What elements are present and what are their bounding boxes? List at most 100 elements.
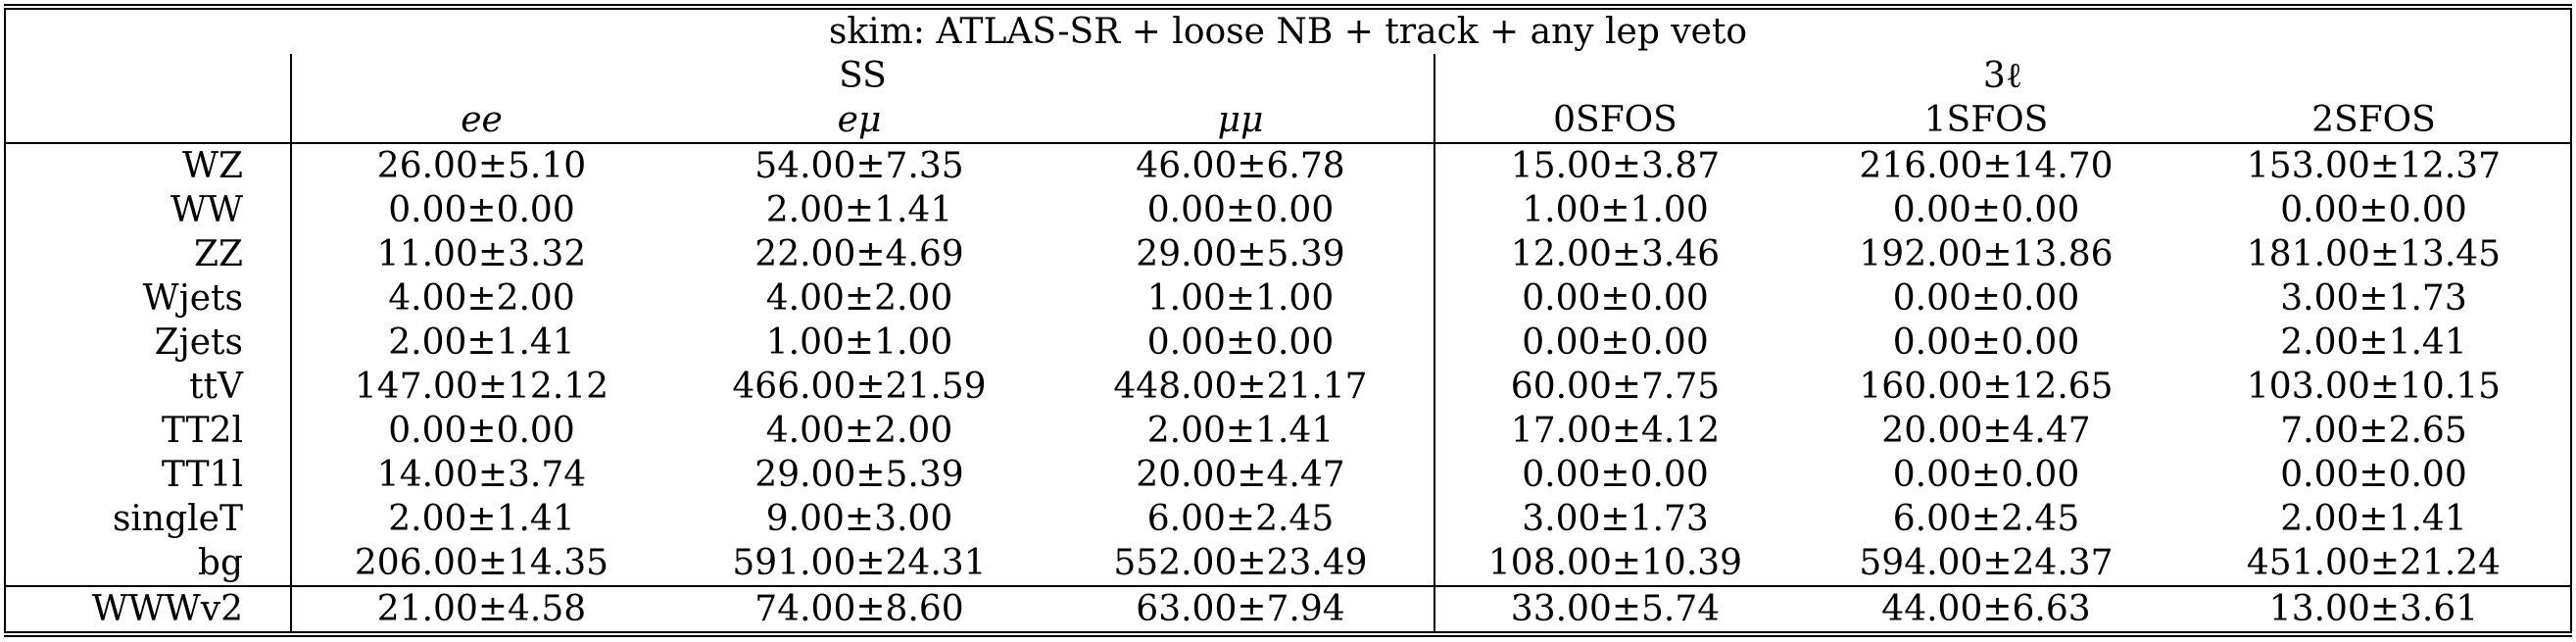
table-cell: 591.00±24.31: [732, 543, 987, 583]
table-cell: 33.00±5.74: [1434, 586, 1795, 634]
table-cell: 74.00±8.60: [754, 589, 964, 629]
table-cell: 153.00±12.37: [2177, 143, 2572, 188]
table-cell: 4.00±2.00: [765, 278, 953, 319]
table-cell: 216.00±14.70: [1859, 146, 2114, 186]
table-cell: 6.00±2.45: [1146, 499, 1335, 539]
table-cell: 147.00±12.12: [290, 365, 671, 409]
row-label: ttV: [4, 365, 291, 409]
table-cell: 108.00±10.39: [1434, 541, 1795, 586]
row-label: singleT: [4, 497, 291, 541]
table-row: TT2l 0.00±0.00 4.00±2.00 2.00±1.41 17.00±4.1…: [4, 409, 2572, 453]
table-cell: 206.00±14.35: [290, 541, 671, 586]
table-cell: 1.00±1.00: [1146, 278, 1335, 319]
table-cell: 0.00±0.00: [1146, 190, 1335, 230]
table-cell: 448.00±21.17: [1113, 367, 1368, 407]
table-cell: 7.00±2.65: [2177, 409, 2572, 453]
table-row: ttV 147.00±12.12 466.00±21.59 448.00±21.17 6…: [4, 365, 2572, 409]
table-row: WZ 26.00±5.10 54.00±7.35 46.00±6.78 15.00±3.…: [4, 143, 2572, 188]
table-cell: 594.00±24.37: [1859, 543, 2114, 583]
yield-table-container: skim: ATLAS-SR + loose NB + track + any …: [4, 4, 2572, 634]
table-cell: 0.00±0.00: [290, 409, 671, 453]
table-row: singleT 2.00±1.41 9.00±3.00 6.00±2.45 3.00±1…: [4, 497, 2572, 541]
group-3l: 3ℓ: [1434, 54, 2572, 98]
signal-row: WWWv2 21.00±4.58 74.00±8.60 63.00±7.94 3…: [4, 586, 2572, 634]
table-cell: 2.00±1.41: [765, 190, 953, 230]
table-cell: 0.00±0.00: [290, 188, 671, 232]
row-label: WW: [4, 188, 291, 232]
table-row: ZZ 11.00±3.32 22.00±4.69 29.00±5.39 12.00±3.…: [4, 232, 2572, 276]
table-cell: 0.00±0.00: [1892, 278, 2080, 319]
table-cell: 0.00±0.00: [2177, 453, 2572, 497]
table-cell: 46.00±6.78: [1136, 146, 1345, 186]
yield-table: skim: ATLAS-SR + loose NB + track + any …: [4, 4, 2572, 637]
table-cell: 181.00±13.45: [2177, 232, 2572, 276]
table-cell: 3.00±1.73: [1434, 497, 1795, 541]
table-cell: 11.00±3.32: [290, 232, 671, 276]
table-cell: 26.00±5.10: [290, 143, 671, 188]
col-header-2sfos: 2SFOS: [2177, 98, 2572, 143]
row-label: TT2l: [4, 409, 291, 453]
row-label: Wjets: [4, 276, 291, 321]
table-cell: 0.00±0.00: [1892, 322, 2080, 363]
table-cell: 192.00±13.86: [1859, 234, 2114, 274]
skim-header-row: skim: ATLAS-SR + loose NB + track + any …: [4, 7, 2572, 54]
table-cell: 552.00±23.49: [1113, 543, 1368, 583]
table-row: Zjets 2.00±1.41 1.00±1.00 0.00±0.00 0.00±0.0…: [4, 321, 2572, 365]
table-cell: 2.00±1.41: [2177, 497, 2572, 541]
table-cell: 13.00±3.61: [2177, 586, 2572, 634]
table-row: TT1l 14.00±3.74 29.00±5.39 20.00±4.47 0.00±0…: [4, 453, 2572, 497]
table-cell: 6.00±2.45: [1892, 499, 2080, 539]
row-label: TT1l: [4, 453, 291, 497]
empty-corner-2: [4, 98, 291, 143]
table-cell: 44.00±6.63: [1881, 589, 2091, 629]
col-header-1sfos: 1SFOS: [1923, 100, 2049, 140]
table-cell: 0.00±0.00: [1434, 321, 1795, 365]
table-cell: 2.00±1.41: [290, 497, 671, 541]
table-cell: 0.00±0.00: [2177, 188, 2572, 232]
group-header-row: SS 3ℓ: [4, 54, 2572, 98]
table-cell: 0.00±0.00: [1892, 455, 2080, 495]
table-cell: 0.00±0.00: [1434, 453, 1795, 497]
row-label: Zjets: [4, 321, 291, 365]
row-label: WWWv2: [4, 586, 291, 634]
table-cell: 29.00±5.39: [754, 455, 964, 495]
col-header-mumu: μμ: [1217, 100, 1264, 140]
table-cell: 160.00±12.65: [1859, 367, 2114, 407]
table-cell: 15.00±3.87: [1434, 143, 1795, 188]
table-cell: 103.00±10.15: [2177, 365, 2572, 409]
table-cell: 451.00±21.24: [2177, 541, 2572, 586]
table-cell: 17.00±4.12: [1434, 409, 1795, 453]
table-cell: 20.00±4.47: [1881, 411, 2091, 451]
table-row: Wjets 4.00±2.00 4.00±2.00 1.00±1.00 0.00±0.0…: [4, 276, 2572, 321]
column-header-row: ee eμ μμ 0SFOS 1SFOS 2SFOS: [4, 98, 2572, 143]
table-cell: 60.00±7.75: [1434, 365, 1795, 409]
table-cell: 4.00±2.00: [765, 411, 953, 451]
table-cell: 9.00±3.00: [765, 499, 953, 539]
table-cell: 1.00±1.00: [765, 322, 953, 363]
table-cell: 2.00±1.41: [2177, 321, 2572, 365]
row-label: WZ: [4, 143, 291, 188]
table-cell: 4.00±2.00: [290, 276, 671, 321]
background-rows: WZ 26.00±5.10 54.00±7.35 46.00±6.78 15.00±3.…: [4, 143, 2572, 586]
skim-title: skim: ATLAS-SR + loose NB + track + any …: [4, 7, 2572, 54]
empty-corner: [4, 54, 291, 98]
table-cell: 0.00±0.00: [1434, 276, 1795, 321]
col-header-0sfos: 0SFOS: [1434, 98, 1795, 143]
table-cell: 54.00±7.35: [754, 146, 964, 186]
table-cell: 29.00±5.39: [1136, 234, 1345, 274]
table-cell: 2.00±1.41: [290, 321, 671, 365]
table-cell: 14.00±3.74: [290, 453, 671, 497]
table-cell: 0.00±0.00: [1892, 190, 2080, 230]
table-cell: 466.00±21.59: [732, 367, 987, 407]
row-label: bg: [4, 541, 291, 586]
col-header-ee: ee: [290, 98, 671, 143]
col-header-emu: eμ: [837, 100, 882, 140]
table-cell: 1.00±1.00: [1434, 188, 1795, 232]
table-cell: 3.00±1.73: [2177, 276, 2572, 321]
table-row: WW 0.00±0.00 2.00±1.41 0.00±0.00 1.00±1.00 0.…: [4, 188, 2572, 232]
table-cell: 20.00±4.47: [1136, 455, 1345, 495]
table-cell: 2.00±1.41: [1146, 411, 1335, 451]
table-cell: 63.00±7.94: [1136, 589, 1345, 629]
row-label: ZZ: [4, 232, 291, 276]
table-cell: 0.00±0.00: [1146, 322, 1335, 363]
